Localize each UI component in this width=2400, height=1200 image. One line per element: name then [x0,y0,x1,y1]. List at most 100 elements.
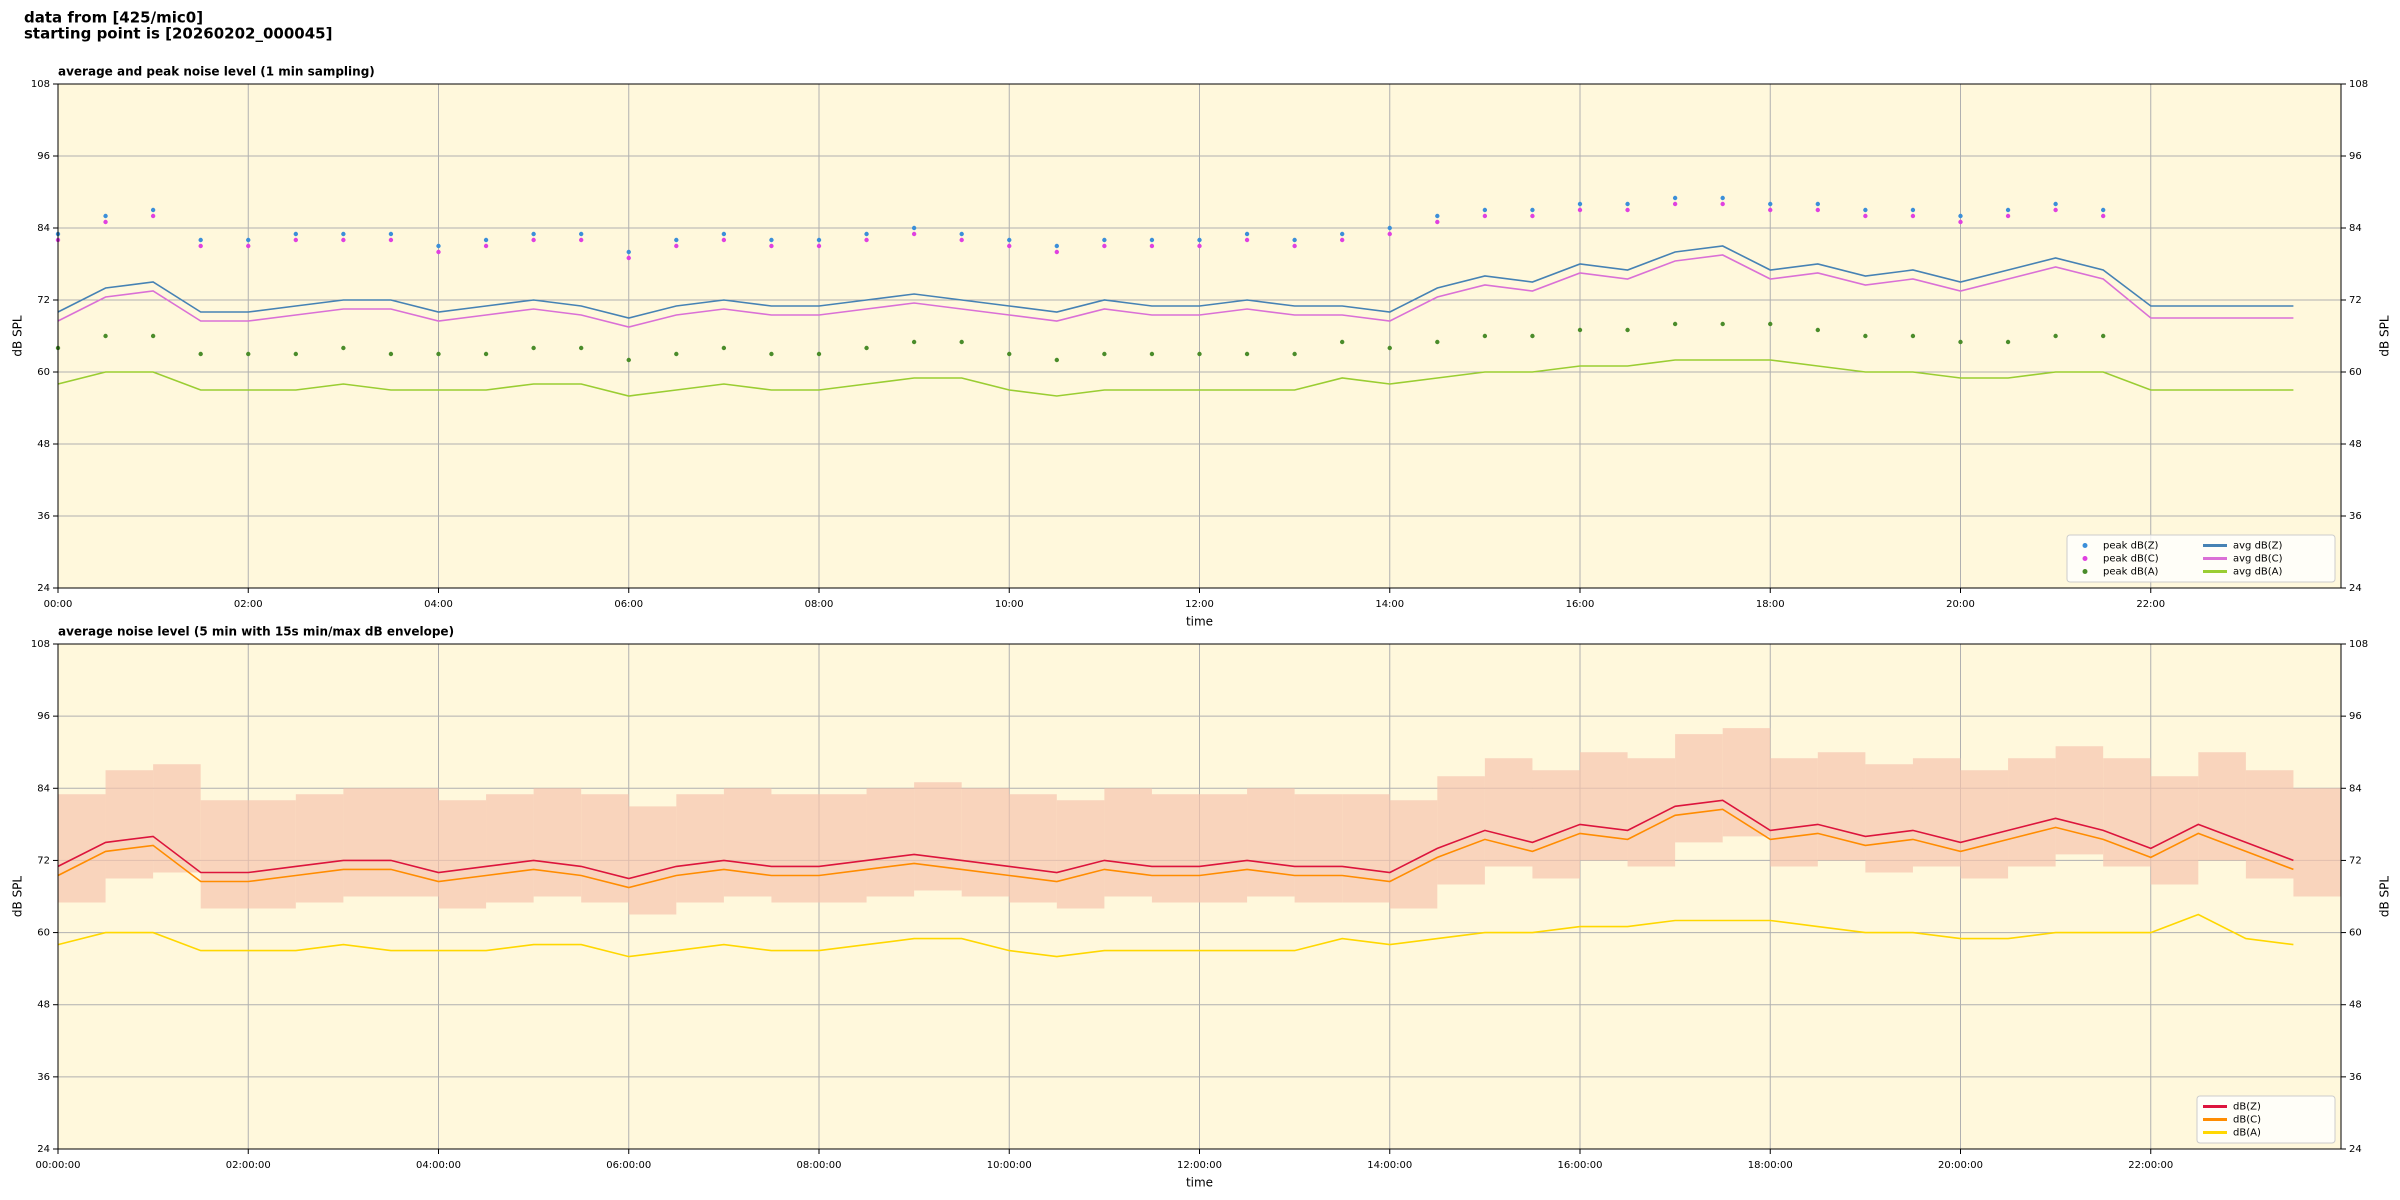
peak-point [293,237,299,243]
peak-point [1530,213,1535,219]
y-tick-label: 84 [37,783,50,794]
y-tick-label: 72 [37,855,50,866]
peak-point [911,339,917,345]
series-line [57,359,2294,397]
peak-point [246,351,251,357]
peak-point [388,231,394,237]
peak-point [864,231,869,237]
peak-point [2005,213,2011,219]
peak-point [483,243,489,249]
peak-point [1530,333,1535,339]
peak-point [1244,237,1250,243]
chart-title: average noise level (5 min with 15s min/… [58,625,454,639]
peak-point [959,231,964,237]
peak-point [626,249,631,255]
peak-point [436,351,441,357]
peak-point [1863,213,1868,219]
peak-point [2005,207,2011,213]
peak-point [1054,243,1060,249]
y-tick-label-right: 48 [2349,439,2362,450]
y-tick-label: 108 [31,639,50,650]
legend-marker [2082,556,2088,561]
peak-point [1672,195,1678,201]
peak-point [578,345,584,351]
x-tick-label: 18:00 [1756,599,1785,610]
peak-point [769,237,774,243]
peak-point [1577,201,1583,207]
peak-point [1863,333,1868,339]
x-tick-label: 02:00:00 [226,1160,271,1171]
peak-point [1720,201,1725,207]
y-tick-label-right: 84 [2349,223,2362,234]
peak-point [578,231,584,237]
peak-point [246,243,251,249]
peak-point [1197,351,1202,357]
peak-point [816,237,822,243]
peak-point [674,351,679,357]
x-tick-label: 06:00:00 [606,1160,651,1171]
x-tick-label: 14:00:00 [1367,1160,1412,1171]
x-tick-label: 00:00 [44,599,73,610]
peak-point [769,351,774,357]
peak-point [1387,225,1392,231]
peak-point [721,231,727,237]
y-tick-label: 84 [37,223,50,234]
peak-point [674,237,679,243]
peak-point [1197,243,1202,249]
peak-point [293,231,299,237]
peak-point [1815,207,1821,213]
x-tick-label: 06:00 [614,599,643,610]
peak-point [1435,219,1440,225]
peak-point [198,243,203,249]
x-tick-label: 04:00:00 [416,1160,461,1171]
peak-point [1768,207,1773,213]
x-tick-label: 12:00:00 [1177,1160,1222,1171]
peak-point [1292,243,1297,249]
peak-point [864,345,869,351]
y-tick-label: 36 [37,511,50,522]
y-tick-label-right: 108 [2349,639,2368,650]
peak-point [1482,333,1488,339]
peak-point [1149,237,1155,243]
legend-box [2196,1095,2336,1144]
y-axis-label-right: dB SPL [2378,315,2392,357]
legend-label: avg dB(C) [2233,554,2283,565]
y-tick-label: 36 [37,1072,50,1083]
peak-point [1197,237,1202,243]
peak-point [483,351,489,357]
y-tick-label-right: 60 [2349,367,2362,378]
legend-label: peak dB(C) [2103,554,2159,565]
peak-point [2100,213,2106,219]
peak-point [1482,213,1488,219]
y-tick-label: 24 [37,583,50,594]
x-tick-label: 08:00:00 [797,1160,842,1171]
figure-subtitle: starting point is [20260202_000045] [24,25,332,43]
x-tick-label: 18:00:00 [1748,1160,1793,1171]
peak-point [1244,231,1250,237]
y-tick-label: 24 [37,1144,50,1155]
peak-point [341,231,346,237]
peak-point [1149,243,1155,249]
peak-point [1958,213,1963,219]
peak-point [626,357,631,363]
y-tick-label: 48 [37,439,50,450]
legend-marker [2082,543,2088,548]
y-tick-label-right: 36 [2349,511,2362,522]
y-tick-label: 60 [37,367,50,378]
y-tick-label-right: 96 [2349,151,2362,162]
peak-point [959,237,964,243]
peak-point [1007,351,1012,357]
series-line [57,799,2294,880]
peak-point [2053,333,2058,339]
peak-point [531,231,536,237]
y-tick-label: 108 [31,79,50,90]
x-tick-label: 08:00 [805,599,834,610]
peak-point [1577,327,1583,333]
series-line [57,245,2294,319]
y-tick-label-right: 24 [2349,1144,2362,1155]
peak-point [1435,213,1440,219]
y-tick-label-right: 84 [2349,783,2362,794]
peak-point [1958,219,1963,225]
peak-point [1910,207,1916,213]
peak-point [1577,207,1583,213]
